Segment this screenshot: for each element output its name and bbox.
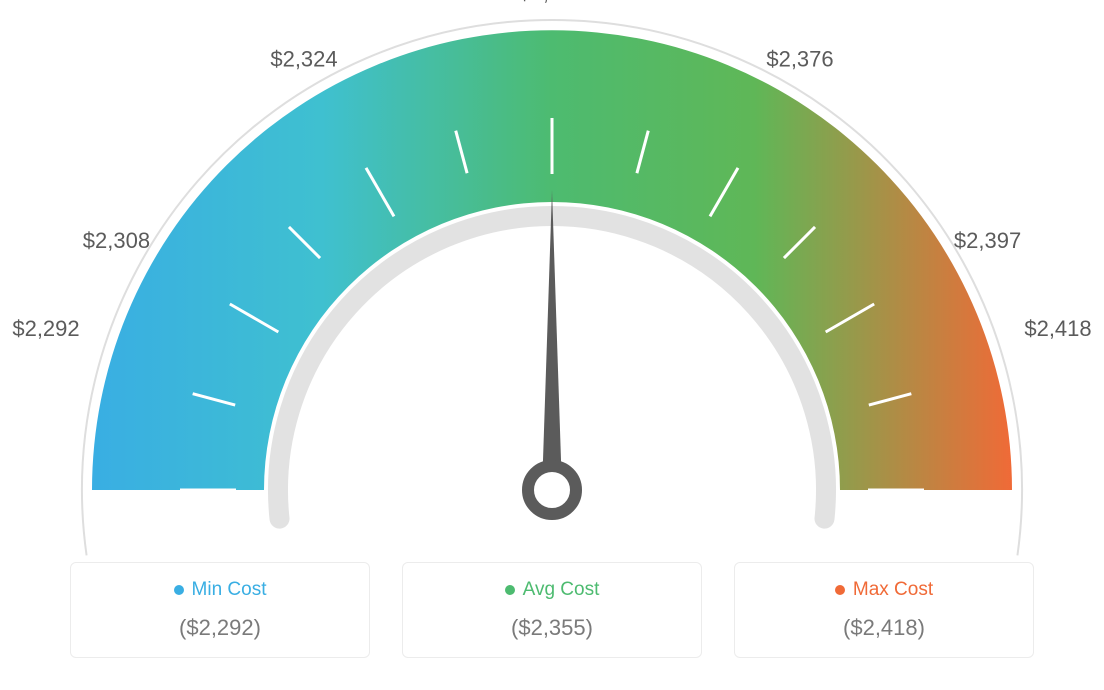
gauge-tick-label: $2,418: [1024, 316, 1091, 341]
cost-gauge-chart: $2,292 $2,308 $2,324 $2,355 $2,376 $2,397 $2,4…: [0, 0, 1104, 690]
legend-dot-min: [174, 585, 184, 595]
legend-value-min: ($2,292): [71, 615, 369, 641]
legend-value-avg: ($2,355): [403, 615, 701, 641]
gauge-tick-label: $2,292: [12, 316, 79, 341]
legend-dot-max: [835, 585, 845, 595]
legend-card-max: Max Cost ($2,418): [734, 562, 1034, 658]
legend-label-min: Min Cost: [192, 579, 267, 601]
gauge-tick-label: $2,355: [518, 0, 585, 5]
legend-label-max: Max Cost: [853, 579, 933, 601]
legend-dot-avg: [505, 585, 515, 595]
legend-label-avg: Avg Cost: [523, 579, 600, 601]
gauge-needle: [542, 190, 562, 490]
gauge-tick-label: $2,376: [766, 46, 833, 71]
gauge-tick-label: $2,397: [954, 228, 1021, 253]
legend-card-avg: Avg Cost ($2,355): [402, 562, 702, 658]
gauge-hub: [528, 466, 576, 514]
legend-card-min: Min Cost ($2,292): [70, 562, 370, 658]
legend-value-max: ($2,418): [735, 615, 1033, 641]
gauge-tick-label: $2,324: [270, 46, 337, 71]
gauge-tick-label: $2,308: [83, 228, 150, 253]
legend-row: Min Cost ($2,292) Avg Cost ($2,355) Max Cost…: [0, 562, 1104, 658]
